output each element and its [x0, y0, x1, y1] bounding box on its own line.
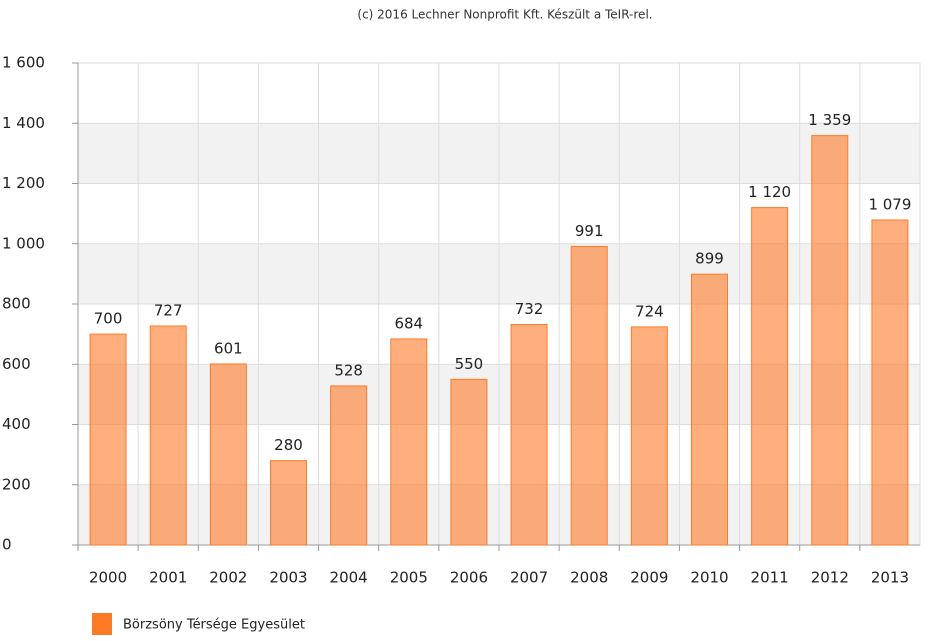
data-label: 280	[274, 436, 303, 454]
x-tick-label: 2001	[149, 569, 187, 587]
bar	[871, 219, 909, 546]
data-label: 1 359	[808, 111, 851, 129]
data-label: 528	[334, 361, 363, 379]
data-label: 684	[394, 314, 423, 332]
y-tick-label: 400	[2, 415, 31, 433]
legend-text: Börzsöny Térsége Egyesület	[123, 618, 305, 633]
x-tick-label: 2004	[330, 569, 368, 587]
x-tick-label: 2007	[510, 569, 548, 587]
x-tick-label: 2009	[630, 569, 668, 587]
y-tick-label: 600	[2, 355, 31, 373]
data-label: 1 120	[748, 183, 791, 201]
y-tick-label: 0	[2, 536, 12, 554]
bar	[570, 245, 608, 546]
x-tick-label: 2000	[89, 569, 127, 587]
data-label: 550	[455, 355, 484, 373]
x-tick-label: 2006	[450, 569, 488, 587]
bar	[751, 207, 789, 546]
x-tick-label: 2011	[751, 569, 789, 587]
y-tick-label: 1 600	[2, 54, 45, 72]
bar	[811, 135, 849, 546]
bar	[691, 273, 728, 546]
x-tick-label: 2005	[390, 569, 428, 587]
x-tick-label: 2008	[570, 569, 608, 587]
y-tick-label: 1 000	[2, 234, 45, 252]
data-label: 601	[214, 339, 243, 357]
y-tick-label: 1 400	[2, 114, 45, 132]
bar	[510, 323, 548, 546]
data-label: 899	[695, 250, 724, 268]
data-label: 724	[635, 302, 664, 320]
bar	[270, 460, 307, 546]
legend-swatch	[92, 613, 112, 635]
data-label: 732	[515, 300, 544, 318]
x-tick-label: 2003	[269, 569, 307, 587]
bar	[390, 338, 428, 546]
x-tick-label: 2010	[690, 569, 728, 587]
chart-title: (c) 2016 Lechner Nonprofit Kft. Készült …	[357, 8, 652, 22]
x-tick-label: 2012	[811, 569, 849, 587]
y-tick-label: 800	[2, 295, 31, 313]
bar	[630, 326, 668, 546]
y-tick-label: 1 200	[2, 174, 45, 192]
data-label: 991	[575, 222, 604, 240]
bar	[209, 363, 247, 546]
data-label: 700	[94, 310, 123, 328]
x-tick-label: 2002	[209, 569, 247, 587]
y-tick-label: 200	[2, 475, 31, 493]
data-label: 727	[154, 301, 183, 319]
bar	[330, 385, 368, 546]
bar	[149, 325, 187, 546]
data-label: 1 079	[868, 195, 911, 213]
x-tick-label: 2013	[871, 569, 909, 587]
bar	[450, 378, 488, 546]
bar	[89, 333, 127, 546]
